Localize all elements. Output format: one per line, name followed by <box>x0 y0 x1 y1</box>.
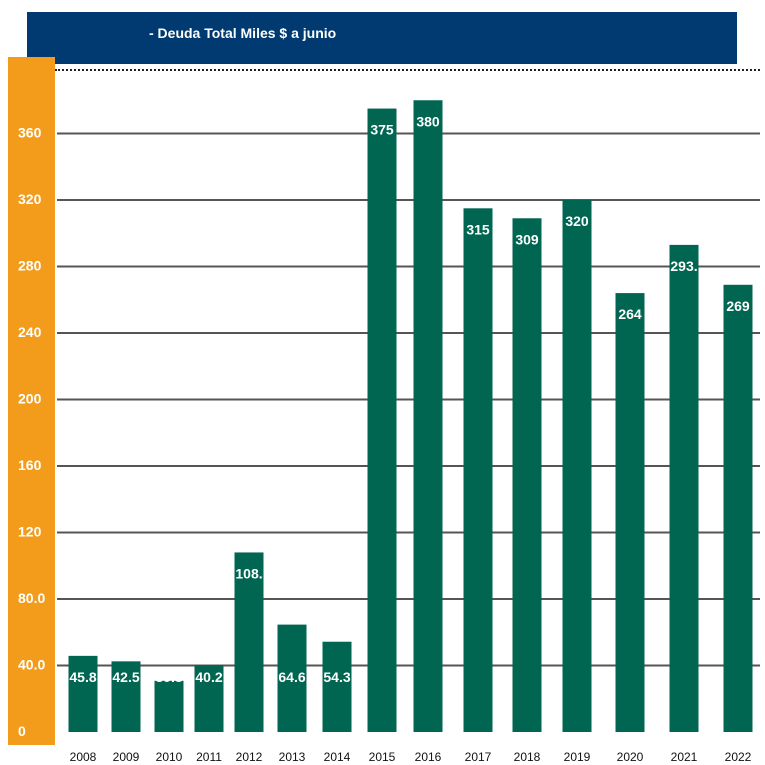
bar-data-label: 320 <box>565 213 589 229</box>
bar <box>277 624 307 732</box>
bar <box>194 665 224 732</box>
y-tick-label: 200 <box>18 391 42 407</box>
bar-data-label: 293. <box>670 258 697 274</box>
gridlines <box>57 132 760 667</box>
bar-data-label: 108. <box>235 565 262 581</box>
bar <box>562 200 592 732</box>
bar-data-label: 64.6 <box>278 669 305 685</box>
chart-title: - Deuda Total Miles $ a junio <box>149 25 337 41</box>
x-tick-label: 2009 <box>113 750 140 764</box>
bar-data-label: 269 <box>726 298 750 314</box>
x-tick-labels: 2008 2009 2010 2011 2012 2013 2014 2015 2016 2017… <box>70 750 752 764</box>
x-tick-label: 2022 <box>725 750 752 764</box>
bar <box>723 284 753 732</box>
y-tick-label: 360 <box>18 125 42 141</box>
y-tick-label: 280 <box>18 258 42 274</box>
bar <box>68 655 98 732</box>
y-tick-label: 80.0 <box>18 590 45 606</box>
y-tick-label: 40.0 <box>18 657 45 673</box>
y-tick-labels: 0 40.0 80.0 120 160 200 240 280 320 360 <box>18 125 45 740</box>
x-tick-label: 2010 <box>156 750 183 764</box>
chart-header: - Deuda Total Miles $ a junio <box>27 12 737 64</box>
bar <box>367 108 397 732</box>
bar <box>154 680 184 732</box>
x-tick-label: 2008 <box>70 750 97 764</box>
bar-data-label: 380 <box>416 113 440 129</box>
x-tick-label: 2016 <box>415 750 442 764</box>
bar <box>413 100 443 732</box>
bar <box>322 641 352 732</box>
bar-data-label: 40.2 <box>195 669 222 685</box>
x-tick-label: 2011 <box>196 750 222 764</box>
bar <box>111 661 141 732</box>
x-tick-label: 2014 <box>324 750 351 764</box>
bar-data-label: 375 <box>370 122 394 138</box>
bar <box>234 552 264 732</box>
bar <box>463 208 493 732</box>
y-tick-label: 240 <box>18 324 42 340</box>
bar-data-label: 45.8 <box>69 669 96 685</box>
bars: 45.8 42.5 30.8 40.2 108. 64.6 54.3 375 380 315 309… <box>68 100 753 733</box>
bar-data-label: 309 <box>515 231 539 247</box>
y-tick-label: 120 <box>18 524 42 540</box>
y-axis-strip <box>8 57 55 745</box>
y-tick-label: 320 <box>18 191 42 207</box>
bar <box>512 218 542 733</box>
x-tick-label: 2015 <box>369 750 396 764</box>
x-tick-label: 2021 <box>671 750 698 764</box>
bar <box>615 293 645 732</box>
x-tick-label: 2020 <box>617 750 644 764</box>
bar-data-label: 42.5 <box>112 669 139 685</box>
y-tick-label: 0 <box>18 723 26 739</box>
dotted-separator <box>55 69 760 71</box>
bar <box>669 244 699 732</box>
x-tick-label: 2012 <box>236 750 263 764</box>
y-tick-label: 160 <box>18 457 42 473</box>
x-tick-label: 2019 <box>564 750 591 764</box>
bar-data-label: 315 <box>466 221 490 237</box>
bar-data-label: 54.3 <box>323 669 350 685</box>
x-tick-label: 2013 <box>279 750 306 764</box>
x-tick-label: 2017 <box>465 750 492 764</box>
x-tick-label: 2018 <box>514 750 541 764</box>
bar-data-label: 264 <box>618 306 642 322</box>
bar-data-label: 30.8 <box>155 669 182 685</box>
